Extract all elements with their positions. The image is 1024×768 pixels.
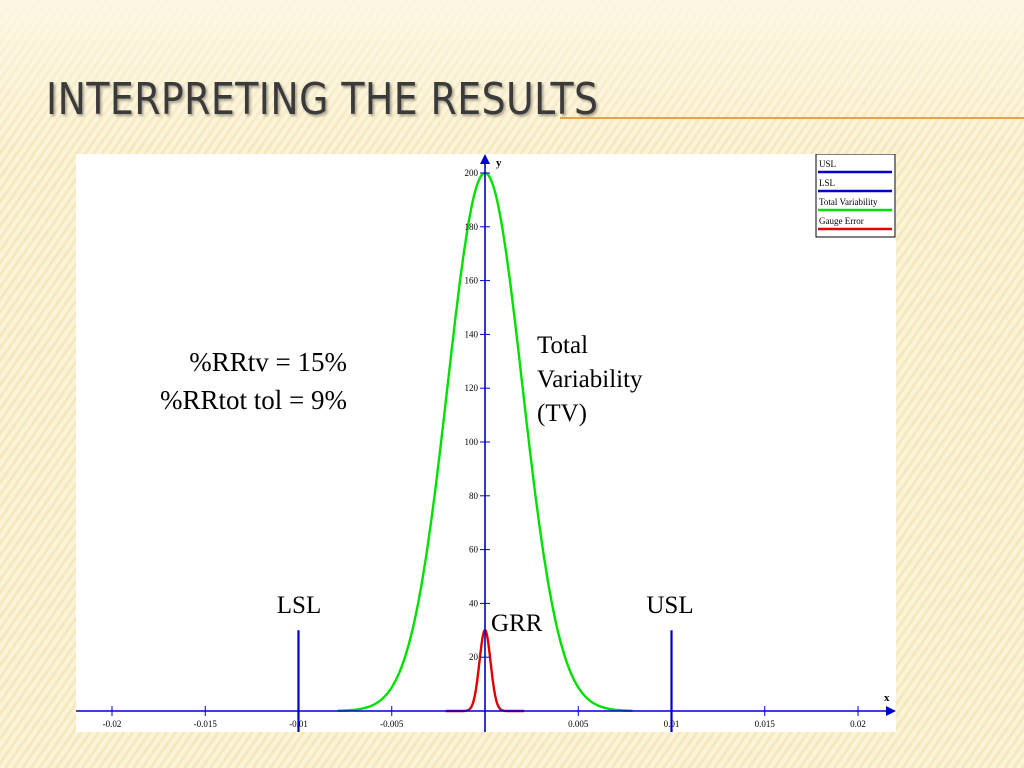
x-axis-label: x: [884, 692, 890, 704]
x-tick-label: -0.005: [380, 719, 404, 729]
title-band: [0, 0, 1024, 150]
y-tick-label: 120: [465, 383, 479, 393]
tv-label-line2: Variability: [537, 366, 643, 393]
y-tick-label: 180: [465, 222, 479, 232]
usl-label: USL: [646, 592, 693, 619]
y-axis-arrow: [480, 154, 490, 164]
x-tick-label: 0.02: [850, 719, 866, 729]
legend-box: [815, 153, 896, 238]
distribution-chart: x y -0.02 -0.015 -0.01 -0.005 0.005 0.01 0.015…: [76, 153, 896, 732]
tv-label-line1: Total: [537, 332, 588, 359]
x-tick-label: -0.02: [103, 719, 122, 729]
grr-label: GRR: [491, 610, 543, 637]
x-tick-label: -0.01: [289, 719, 308, 729]
tv-label-line3: (TV): [537, 400, 587, 427]
annotations: %RRtv = 15% %RRtot tol = 9% Total Variab…: [160, 332, 694, 637]
title-divider: [560, 117, 1024, 119]
x-tick-label: 0.005: [568, 719, 589, 729]
y-tick-label: 160: [465, 276, 479, 286]
legend-label-total-variability: Total Variability: [819, 197, 878, 207]
y-tick-label: 60: [469, 545, 479, 555]
tick-layer: -0.02 -0.015 -0.01 -0.005 0.005 0.01 0.015 0.02…: [103, 168, 866, 729]
y-tick-label: 40: [469, 598, 479, 608]
y-tick-label: 100: [465, 437, 479, 447]
axis-layer: x y: [76, 154, 896, 732]
legend-label-lsl: LSL: [819, 178, 835, 188]
chart-panel: x y -0.02 -0.015 -0.01 -0.005 0.005 0.01 0.015…: [76, 153, 896, 732]
y-tick-label: 80: [469, 491, 479, 501]
x-tick-label: -0.015: [194, 719, 218, 729]
y-tick-label: 140: [465, 329, 479, 339]
x-axis-arrow: [886, 706, 896, 716]
y-axis-label: y: [496, 157, 502, 169]
x-tick-label: 0.015: [755, 719, 776, 729]
lsl-label: LSL: [277, 592, 321, 619]
stat-rrtv: %RRtv = 15%: [189, 347, 347, 377]
legend-label-gauge-error: Gauge Error: [819, 216, 864, 226]
legend-label-usl: USL: [819, 159, 836, 169]
stat-rrtot-tol: %RRtot tol = 9%: [160, 385, 347, 415]
x-tick-label: 0.01: [664, 719, 680, 729]
y-tick-label: 20: [469, 652, 479, 662]
legend: USL LSL Total Variability Gauge Error: [815, 153, 896, 238]
y-tick-label: 200: [465, 168, 479, 178]
slide-title: Interpreting the Results: [46, 74, 599, 125]
